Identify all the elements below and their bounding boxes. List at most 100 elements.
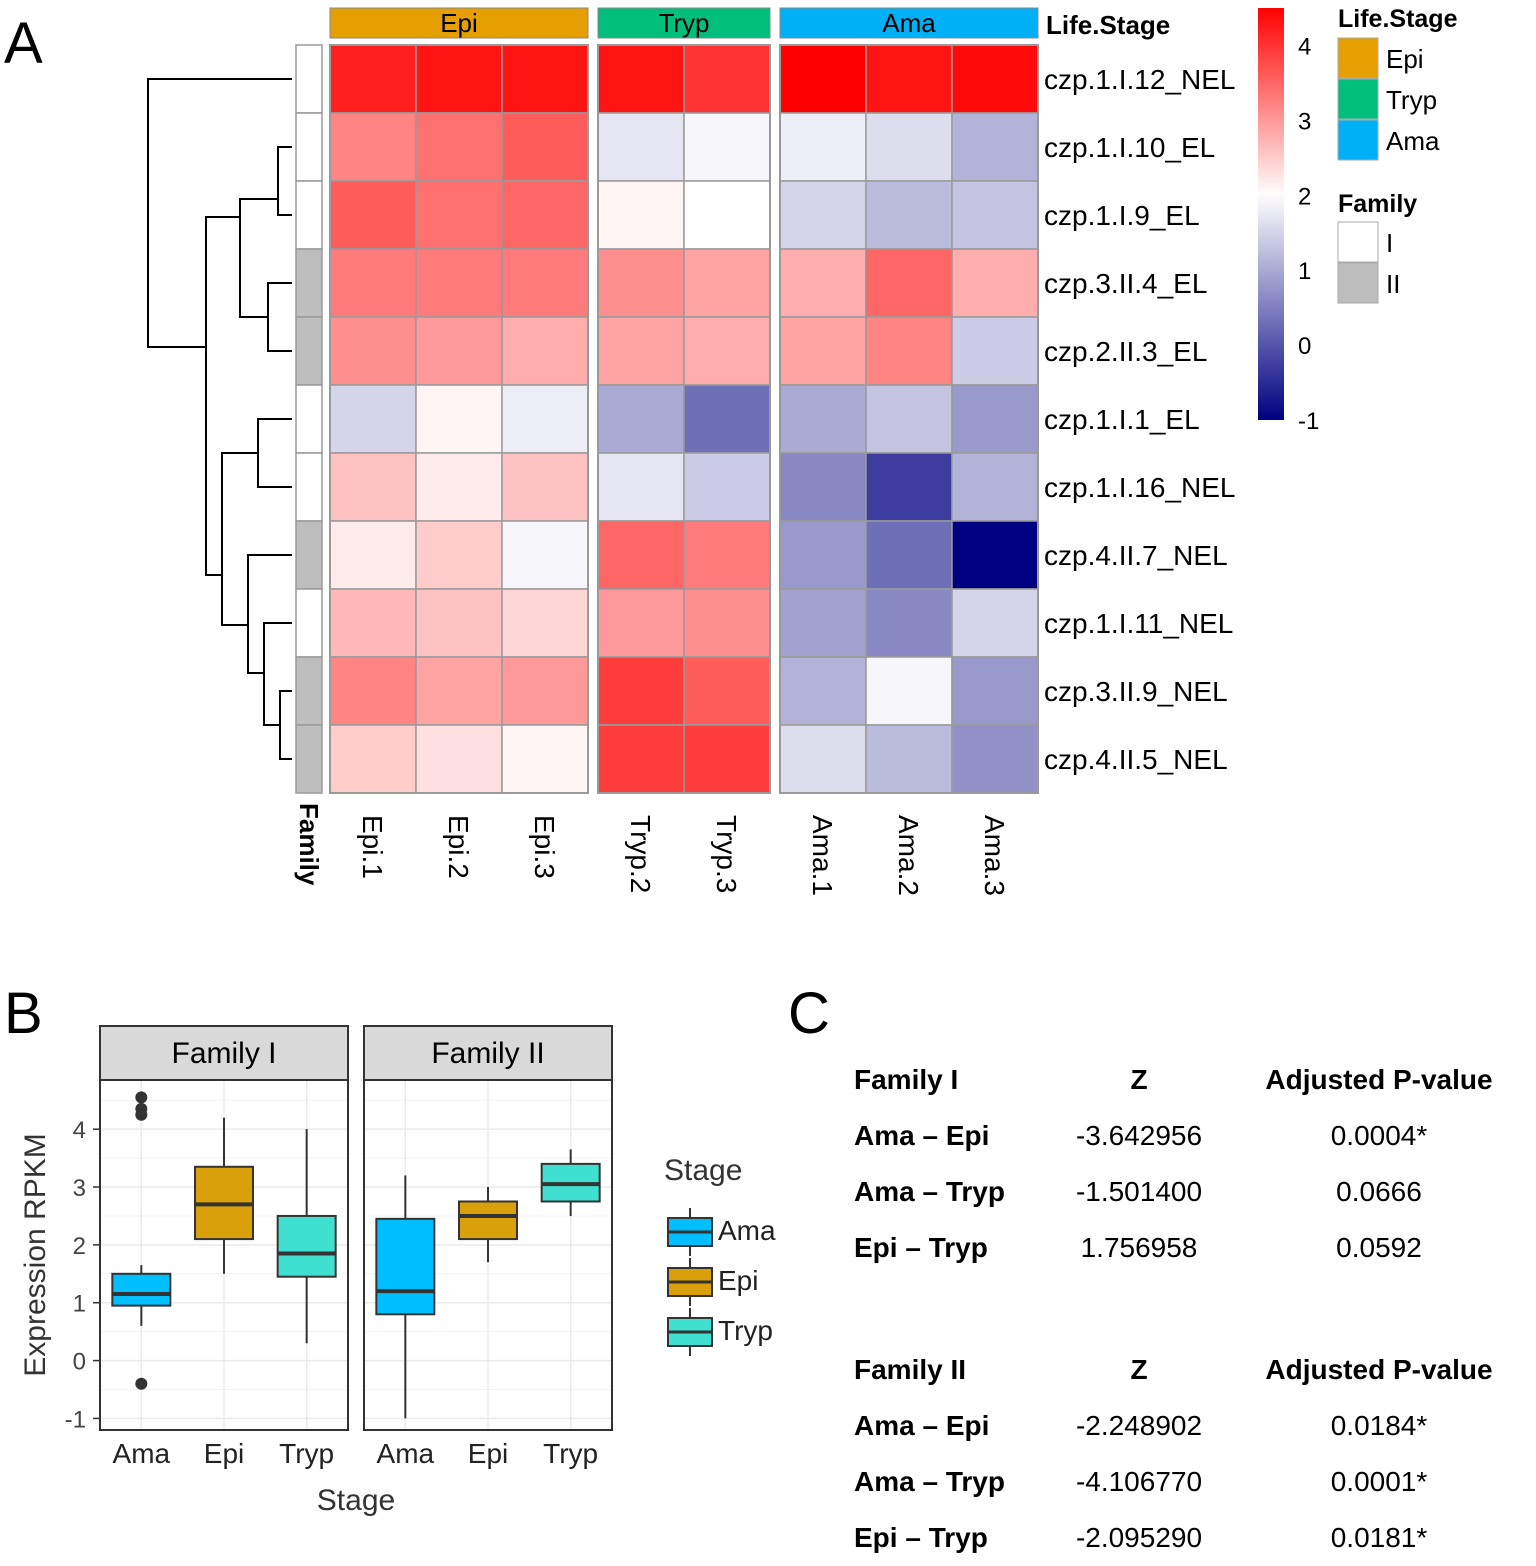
table-row: Epi – Tryp 1.756958 0.0592	[854, 1220, 1524, 1276]
heatmap-cell	[865, 384, 953, 454]
family-legend-swatch	[1337, 262, 1379, 304]
heatmap-cell	[415, 384, 503, 454]
p-value: 0.0666	[1336, 1176, 1422, 1207]
dendrogram-branch	[239, 198, 278, 318]
stage-legend-label: Ama	[718, 1215, 776, 1246]
y-tick-label: 2	[73, 1233, 86, 1260]
heatmap-cell	[779, 724, 867, 794]
color-scale-tick-label: 2	[1298, 183, 1311, 210]
x-tick-label: Ama	[113, 1438, 171, 1469]
dendrogram-branch	[263, 622, 292, 726]
heatmap-cell	[779, 44, 867, 114]
stage-legend-title: Stage	[664, 1154, 742, 1187]
table-row: Ama – Tryp -1.501400 0.0666	[854, 1164, 1524, 1220]
heatmap-cell	[415, 248, 503, 318]
heatmap-cell	[501, 656, 589, 726]
y-tick-label: 0	[73, 1349, 86, 1376]
stage-legend-label: Tryp	[718, 1315, 773, 1346]
heatmap-cell	[329, 44, 417, 114]
color-scale-tick-label: 1	[1298, 258, 1311, 285]
facet-strip-label: Family I	[172, 1037, 277, 1070]
heatmap-panel: Epi Tryp Ama Life.Stage czp.1.I.12_NEL czp.1.…	[147, 5, 1458, 896]
heatmap-cell	[501, 452, 589, 522]
color-scale-bar	[1258, 8, 1284, 420]
facet-panel-border	[363, 1079, 613, 1431]
heatmap-cell	[683, 44, 771, 114]
comparison-label: Ama – Tryp	[854, 1176, 1005, 1207]
heatmap-cell	[597, 520, 685, 590]
heatmap-cell	[501, 384, 589, 454]
heatmap-row-label: czp.1.I.1_EL	[1044, 404, 1200, 435]
heatmap-cell	[329, 384, 417, 454]
life-stage-bar-tryp	[597, 7, 771, 39]
table-row: Ama – Epi -2.248902 0.0184*	[854, 1398, 1524, 1454]
table-header-z: Z	[1130, 1064, 1148, 1095]
heatmap-cell	[329, 452, 417, 522]
heatmap-cell	[779, 452, 867, 522]
comparison-label: Epi – Tryp	[854, 1522, 988, 1553]
heatmap-cell	[415, 316, 503, 386]
table-header: Family II Z Adjusted P-value	[854, 1342, 1524, 1398]
heatmap-cell	[415, 44, 503, 114]
heatmap-column-label: Tryp.2	[625, 815, 656, 893]
z-value: -2.248902	[1075, 1410, 1203, 1441]
dendrogram-branch	[247, 554, 292, 674]
life-stage-legend-label: Ama	[1386, 126, 1440, 156]
facet-panel-border	[99, 1079, 349, 1431]
heatmap-cell	[951, 180, 1039, 250]
table-header-family: Family I	[854, 1064, 959, 1095]
heatmap-cell	[951, 112, 1039, 182]
dendrogram-branch	[221, 452, 258, 626]
heatmap-cell	[501, 316, 589, 386]
heatmap-cell	[501, 44, 589, 114]
family-annotation-cell	[295, 656, 323, 726]
p-value: 0.0001*	[1330, 1466, 1428, 1497]
x-axis-title: Stage	[317, 1484, 395, 1517]
color-scale-tick-label: 0	[1298, 333, 1311, 360]
heatmap-cell	[951, 44, 1039, 114]
z-value: -1.501400	[1075, 1176, 1203, 1207]
table-header-pvalue: Adjusted P-value	[1265, 1354, 1493, 1385]
family-annotation-cell	[295, 520, 323, 590]
family-annotation-cell	[295, 180, 323, 250]
z-value: -2.095290	[1075, 1522, 1203, 1553]
heatmap-cell	[683, 112, 771, 182]
heatmap-cell	[779, 656, 867, 726]
box-ama	[375, 1217, 436, 1316]
box-outlier-point	[135, 1091, 148, 1104]
table-row: Ama – Tryp -4.106770 0.0001*	[854, 1454, 1524, 1510]
family-legend-title: Family	[1338, 190, 1417, 218]
heatmap-cell	[683, 656, 771, 726]
heatmap-cell	[597, 112, 685, 182]
row-dendrogram	[147, 78, 292, 760]
color-scale-tick-label: -1	[1298, 408, 1319, 435]
heatmap-cell	[597, 384, 685, 454]
y-tick-label: -1	[65, 1406, 86, 1433]
heatmap-cell	[501, 724, 589, 794]
family-annotation-title: Family	[294, 803, 324, 886]
box-ama	[111, 1272, 172, 1307]
heatmap-cell	[329, 588, 417, 658]
heatmap-cell	[683, 452, 771, 522]
panel-label-b: B	[4, 981, 43, 1046]
heatmap-cell	[779, 112, 867, 182]
box-outlier-point	[135, 1377, 148, 1390]
heatmap-column-label: Epi.1	[357, 815, 388, 879]
table-row: Ama – Epi -3.642956 0.0004*	[854, 1108, 1524, 1164]
life-stage-bar-epi	[329, 7, 589, 39]
heatmap-cell	[951, 520, 1039, 590]
heatmap-cell	[779, 180, 867, 250]
heatmap-cell	[865, 452, 953, 522]
heatmap-cell	[597, 316, 685, 386]
heatmap-cell	[951, 656, 1039, 726]
heatmap-cell	[329, 112, 417, 182]
comparison-label: Ama – Epi	[854, 1410, 990, 1441]
life-stage-legend-swatch	[1337, 119, 1379, 161]
heatmap-cell	[683, 316, 771, 386]
family-annotation-cell	[295, 112, 323, 182]
family-annotation-cell	[295, 384, 323, 454]
heatmap-cell	[683, 588, 771, 658]
family-legend-label: I	[1386, 228, 1393, 258]
heatmap-row-label: czp.3.II.4_EL	[1044, 268, 1207, 299]
heatmap-cell	[683, 180, 771, 250]
